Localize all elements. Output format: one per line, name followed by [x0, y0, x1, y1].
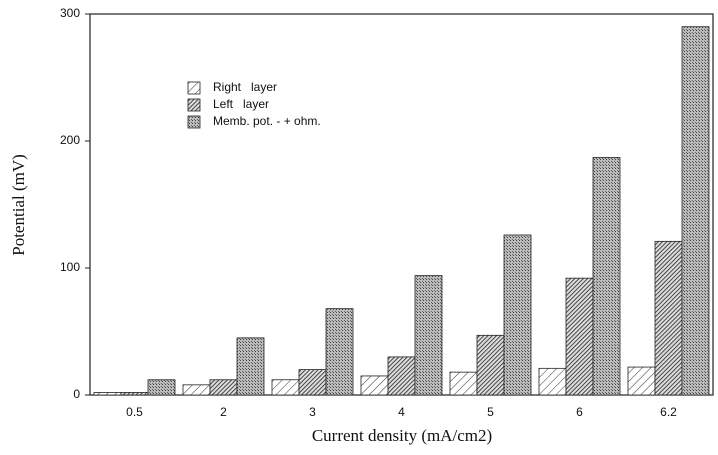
- x-tick-label: 5: [487, 405, 494, 419]
- bar: [209, 379, 238, 396]
- bar: [360, 375, 389, 396]
- legend-swatch: [187, 81, 201, 95]
- y-tick-label: 100: [60, 260, 80, 274]
- bar: [93, 392, 122, 396]
- bar: [449, 371, 478, 396]
- bar: [147, 379, 176, 396]
- bar: [271, 379, 300, 396]
- bar: [325, 308, 354, 396]
- y-tick-label: 0: [73, 387, 80, 401]
- x-tick-label: 6: [576, 405, 583, 419]
- bar: [627, 366, 656, 396]
- y-axis-label: Potential (mV): [9, 154, 28, 256]
- bar: [298, 369, 327, 396]
- bar: [681, 26, 710, 396]
- legend-label: Right layer: [213, 80, 277, 94]
- x-tick-label: 6.2: [660, 405, 677, 419]
- x-tick-label: 4: [398, 405, 405, 419]
- bar: [654, 240, 683, 396]
- x-axis-label: Current density (mA/cm2): [312, 426, 492, 445]
- bar: [565, 277, 594, 396]
- bar: [120, 392, 149, 396]
- x-tick-label: 0.5: [126, 405, 143, 419]
- bar: [182, 384, 211, 396]
- y-tick-label: 300: [60, 6, 80, 20]
- bar: [236, 337, 265, 396]
- bar: [476, 334, 505, 396]
- bar: [592, 157, 621, 396]
- legend-swatch: [187, 115, 201, 129]
- bar: [538, 367, 567, 396]
- legend-swatch: [187, 98, 201, 112]
- bar: [503, 234, 532, 396]
- x-tick-label: 3: [309, 405, 316, 419]
- bar: [414, 275, 443, 396]
- legend-label: Memb. pot. - + ohm.: [213, 114, 321, 128]
- x-tick-label: 2: [220, 405, 227, 419]
- bar: [387, 356, 416, 396]
- legend-label: Left layer: [213, 97, 269, 111]
- y-tick-label: 200: [60, 133, 80, 147]
